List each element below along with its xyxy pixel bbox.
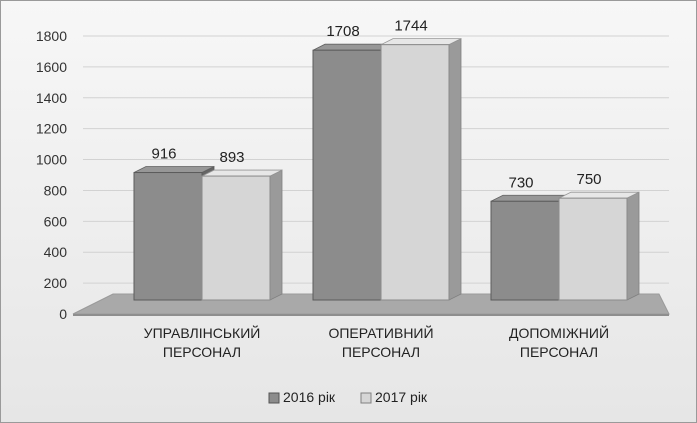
- y-tick-label: 600: [44, 213, 68, 229]
- x-category-label: ПЕРСОНАЛ: [342, 344, 420, 360]
- bar-front: [558, 197, 628, 301]
- bar-2017-2: [558, 191, 640, 301]
- bar-top: [558, 191, 640, 199]
- y-tick-label: 1600: [36, 59, 67, 75]
- bar-top: [380, 38, 462, 46]
- x-category-label: ПЕРСОНАЛ: [520, 344, 598, 360]
- y-tick-label: 1400: [36, 90, 67, 106]
- y-tick-label: 200: [44, 275, 68, 291]
- y-tick-label: 800: [44, 182, 68, 198]
- bar-front: [490, 200, 560, 301]
- x-category-label: ДОПОМІЖНИЙ: [509, 324, 609, 341]
- bar-side: [269, 169, 283, 301]
- y-tick-label: 1000: [36, 152, 67, 168]
- y-tick-label: 0: [59, 306, 67, 322]
- floor-edge: [73, 314, 669, 316]
- y-tick-label: 1200: [36, 121, 67, 137]
- bar-front: [312, 49, 382, 301]
- bar-front: [201, 175, 271, 301]
- x-category-label: ОПЕРАТИВНИЙ: [328, 324, 433, 341]
- data-label: 916: [151, 146, 176, 163]
- bar-2017-1: [380, 38, 462, 301]
- data-label: 1708: [326, 23, 359, 40]
- x-category-label: УПРАВЛІНСЬКИЙ: [144, 324, 261, 341]
- legend-swatch-0: [268, 392, 280, 404]
- bar-front: [380, 44, 450, 301]
- data-label: 893: [219, 149, 244, 166]
- x-category-label: ПЕРСОНАЛ: [163, 344, 241, 360]
- y-tick-label: 400: [44, 244, 68, 260]
- data-label: 1744: [394, 18, 427, 35]
- legend-label-1: 2017 рік: [375, 389, 428, 405]
- bar-top: [201, 169, 283, 177]
- legend-label-0: 2016 рік: [283, 389, 336, 405]
- y-tick-label: 1800: [36, 28, 67, 44]
- bar-side: [448, 38, 462, 301]
- bar-side: [626, 191, 640, 301]
- legend-swatch-1: [360, 392, 372, 404]
- data-label: 750: [576, 171, 601, 188]
- data-label: 730: [508, 174, 533, 191]
- bar-2017-0: [201, 169, 283, 301]
- bar-top: [133, 166, 215, 173]
- bar-front: [133, 172, 203, 301]
